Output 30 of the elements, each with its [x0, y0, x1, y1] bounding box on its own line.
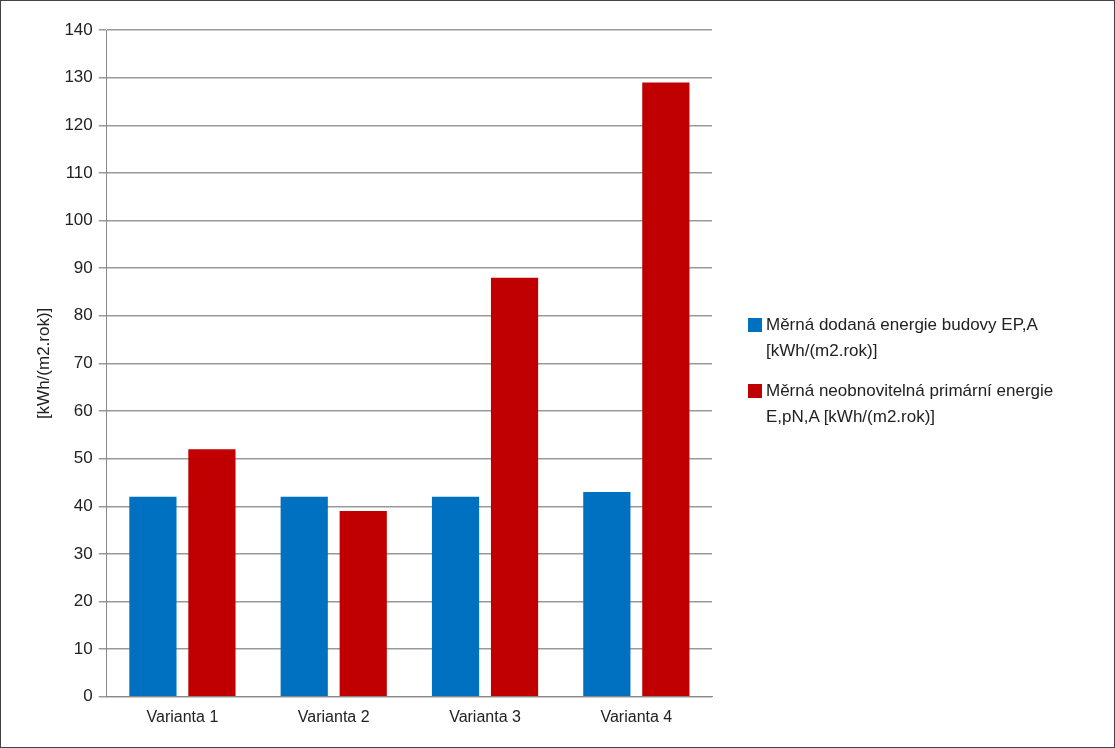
y-tick-label: 90 [73, 257, 93, 277]
y-tick-label: 10 [73, 638, 93, 658]
y-tick-label: 50 [73, 448, 93, 468]
y-tick-label: 0 [83, 686, 93, 706]
y-tick-label: 20 [73, 591, 93, 611]
legend-label: Měrná dodaná energie budovy EP,A [kWh/(m2.rok)] [766, 314, 1039, 362]
y-tick-label: 100 [64, 210, 93, 230]
y-tick-label: 30 [73, 543, 93, 563]
bar [280, 496, 328, 697]
y-tick-label: 70 [73, 353, 93, 373]
x-tick-label: Varianta 3 [449, 707, 522, 725]
bar [490, 277, 539, 697]
y-tick-label: 40 [73, 495, 93, 515]
y-tick-label: 80 [73, 305, 93, 325]
bar [188, 449, 236, 697]
y-axis-title: [kWh/(m2.rok)] [33, 307, 53, 420]
x-tick-label: Varianta 1 [146, 707, 219, 725]
y-tick-label: 120 [64, 114, 93, 134]
bar [339, 511, 387, 697]
bar [583, 492, 631, 697]
bar [431, 496, 480, 697]
x-tick-label: Varianta 4 [600, 707, 673, 725]
y-tick-label: 130 [64, 67, 93, 87]
bar [642, 82, 690, 697]
legend-label: Měrná neobnovitelná primární energie E,pN,A [kWh/(m2.rok)] [766, 380, 1055, 428]
bar [129, 496, 177, 697]
y-tick-label: 110 [65, 162, 93, 182]
y-tick-label: 140 [64, 19, 93, 39]
x-tick-label: Varianta 2 [297, 707, 370, 725]
y-tick-label: 60 [73, 400, 93, 420]
